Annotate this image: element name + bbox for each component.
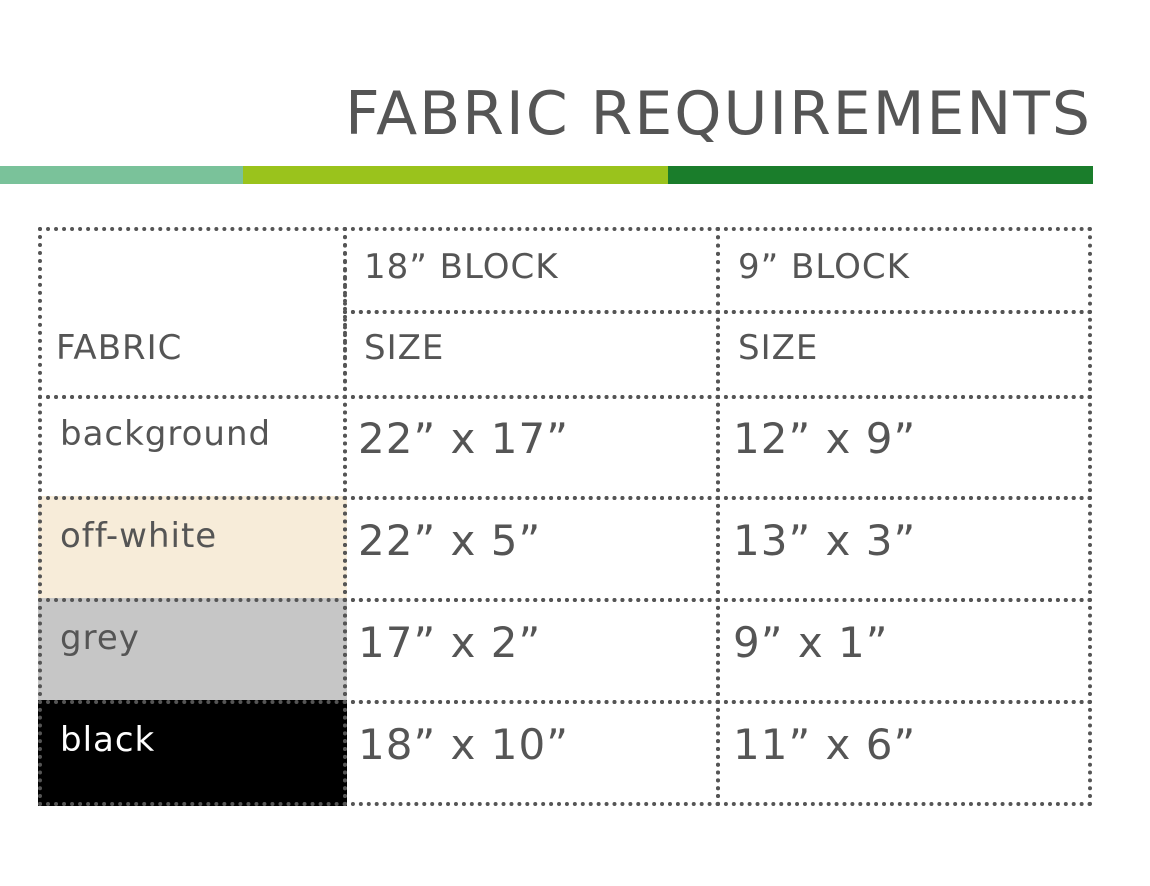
- row-offwhite-fabric: [38, 496, 347, 602]
- fabric-label: grey: [60, 618, 140, 658]
- fabric-label: black: [60, 720, 156, 760]
- accent-bar-lime: [243, 166, 668, 184]
- header-9-block: 9” BLOCK: [738, 247, 910, 287]
- size-9: 12” x 9”: [733, 414, 917, 463]
- accent-bar-green: [668, 166, 1093, 184]
- size-18: 17” x 2”: [358, 618, 542, 667]
- header-9-size: SIZE: [738, 328, 819, 368]
- accent-bar-teal: [0, 166, 243, 184]
- row-grey-fabric: [38, 598, 347, 704]
- header-fabric: FABRIC: [56, 328, 183, 368]
- size-18: 22” x 5”: [358, 516, 542, 565]
- page-title: FABRIC REQUIREMENTS: [345, 79, 1092, 149]
- header-18-size: SIZE: [364, 328, 445, 368]
- fabric-label: off-white: [60, 516, 218, 556]
- header-fabric-cell: [38, 227, 347, 399]
- row-black-9: [716, 700, 1092, 806]
- size-9: 9” x 1”: [733, 618, 889, 667]
- size-18: 22” x 17”: [358, 414, 569, 463]
- header-18-block: 18” BLOCK: [364, 247, 559, 287]
- size-9: 11” x 6”: [733, 720, 917, 769]
- size-9: 13” x 3”: [733, 516, 917, 565]
- size-18: 18” x 10”: [358, 720, 569, 769]
- fabric-label: background: [60, 414, 272, 454]
